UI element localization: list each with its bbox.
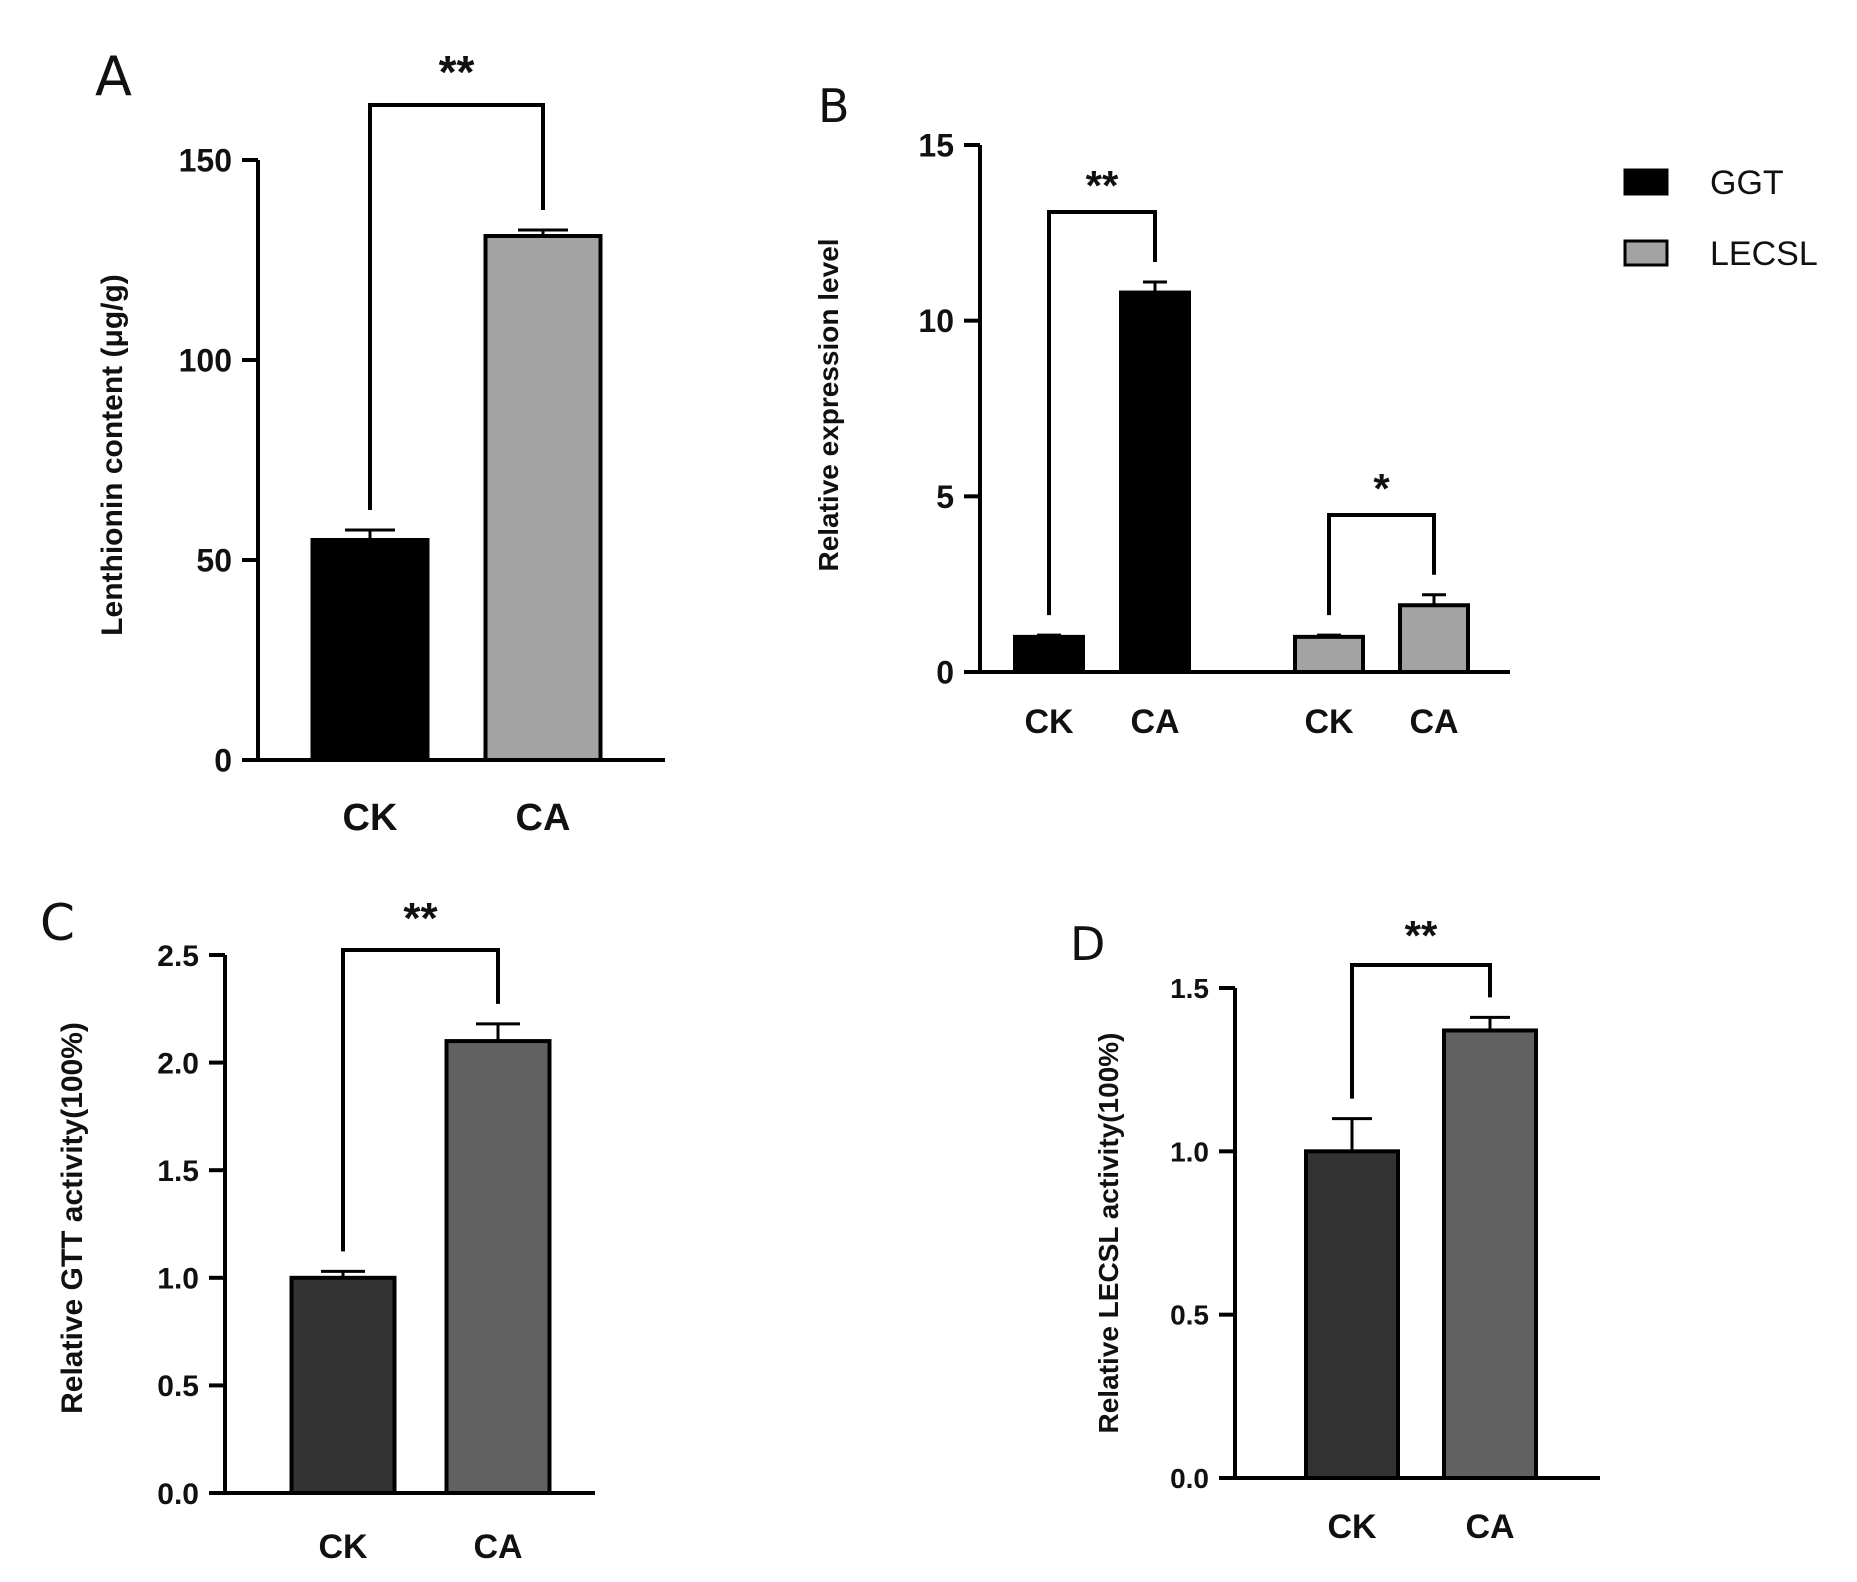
- panel-a-x-tick-label: CK: [343, 797, 398, 839]
- panel-a-y-tick-label: 100: [179, 343, 232, 379]
- panel-a-x-tick-label: CA: [516, 797, 571, 839]
- panel-c-y-tick-label: 2.5: [157, 940, 199, 973]
- panel-a-significance-stars: **: [439, 46, 475, 98]
- panel-d-chart: 0.0 0.5 1.0 1.5 CK CA **: [1170, 912, 1600, 1546]
- panel-d-x-tick-label: CA: [1465, 1508, 1514, 1546]
- panel-d-bar-ck: [1304, 1149, 1400, 1481]
- panel-a-y-tick-label: 150: [179, 143, 232, 179]
- panel-c-bar-ck: [289, 1275, 397, 1496]
- panel-c-y-tick-label: 0.5: [157, 1370, 199, 1403]
- panel-c-bar-ca: [444, 1039, 552, 1495]
- panel-b-significance-bracket: [1327, 513, 1436, 616]
- panel-c-y-tick-label: 1.0: [157, 1263, 199, 1296]
- panel-c-y-tick-label: 2.0: [157, 1047, 199, 1080]
- panel-b-x-tick-label: CK: [1304, 703, 1354, 741]
- legend-swatch-lecsl: [1623, 239, 1669, 267]
- panel-b-y-tick-label: 5: [936, 479, 954, 515]
- panel-b-bar-ck: [1293, 634, 1365, 674]
- panel-a-ylabel: Lenthionin content (μg/g): [96, 274, 129, 636]
- panel-b-y-tick-label: 10: [918, 303, 954, 339]
- panel-b-bar-ca: [1119, 290, 1191, 674]
- legend-swatch-ggt: [1623, 168, 1669, 196]
- panel-b-significance-stars: *: [1373, 465, 1390, 512]
- panel-c-y-tick-label: 0.0: [157, 1478, 199, 1511]
- panel-d-y-tick-label: 1.5: [1170, 973, 1209, 1004]
- panel-c-letter: C: [40, 894, 75, 952]
- panel-c-significance-bracket: [341, 948, 500, 1252]
- panel-d-x-tick-label: CK: [1327, 1508, 1377, 1546]
- panel-d-y-tick-label: 1.0: [1170, 1136, 1209, 1167]
- panel-d-bar-ca: [1442, 1028, 1538, 1480]
- panel-c-x-tick-label: CK: [318, 1528, 368, 1566]
- panel-a-bar-ck: [310, 538, 430, 762]
- panel-b-bar-ck: [1013, 634, 1085, 674]
- panel-c-significance-stars: **: [403, 894, 438, 943]
- panel-d-significance-stars: **: [1405, 912, 1438, 959]
- panel-c-x-tick-label: CA: [473, 1528, 522, 1566]
- panel-b-x-tick-label: CA: [1409, 703, 1458, 741]
- panel-d-y-tick-label: 0.0: [1170, 1463, 1209, 1494]
- panel-b-y-tick-label: 15: [918, 128, 954, 164]
- panel-c-chart: 0.0 0.5 1.0 1.5 2.0 2.5 CK CA **: [157, 894, 595, 1566]
- panel-a-letter: A: [95, 45, 132, 108]
- panel-b-y-tick-label: 0: [936, 655, 954, 691]
- legend-label-lecsl: LECSL: [1710, 235, 1818, 273]
- panel-d-ylabel: Relative LECSL activity(100%): [1093, 1033, 1124, 1434]
- panel-d-significance-bracket: [1350, 963, 1492, 1099]
- panel-b-bar-ca: [1398, 603, 1470, 674]
- panel-c-y-tick-label: 1.5: [157, 1155, 199, 1188]
- panel-c-ylabel: Relative GTT activity(100%): [56, 1022, 89, 1414]
- panel-b-x-tick-label: CK: [1024, 703, 1074, 741]
- panel-a-bar-ca: [483, 234, 603, 762]
- panel-a-y-tick-label: 50: [196, 543, 232, 579]
- panel-b-significance-stars: **: [1086, 162, 1119, 209]
- panel-d-letter: D: [1070, 917, 1105, 971]
- panel-a-significance-bracket: [368, 103, 545, 510]
- legend-label-ggt: GGT: [1710, 164, 1784, 202]
- panel-d-y-tick-label: 0.5: [1170, 1300, 1209, 1331]
- panel-b-significance-bracket: [1047, 210, 1157, 616]
- panel-b-x-tick-label: CA: [1130, 703, 1179, 741]
- panel-a-chart: 0 50 100 150 CK CA **: [179, 46, 665, 839]
- panel-b-letter: B: [818, 79, 850, 133]
- panel-a-y-tick-label: 0: [214, 743, 232, 779]
- legend: GGT LECSL: [1623, 164, 1818, 273]
- panel-b-ylabel: Relative expression level: [813, 238, 844, 571]
